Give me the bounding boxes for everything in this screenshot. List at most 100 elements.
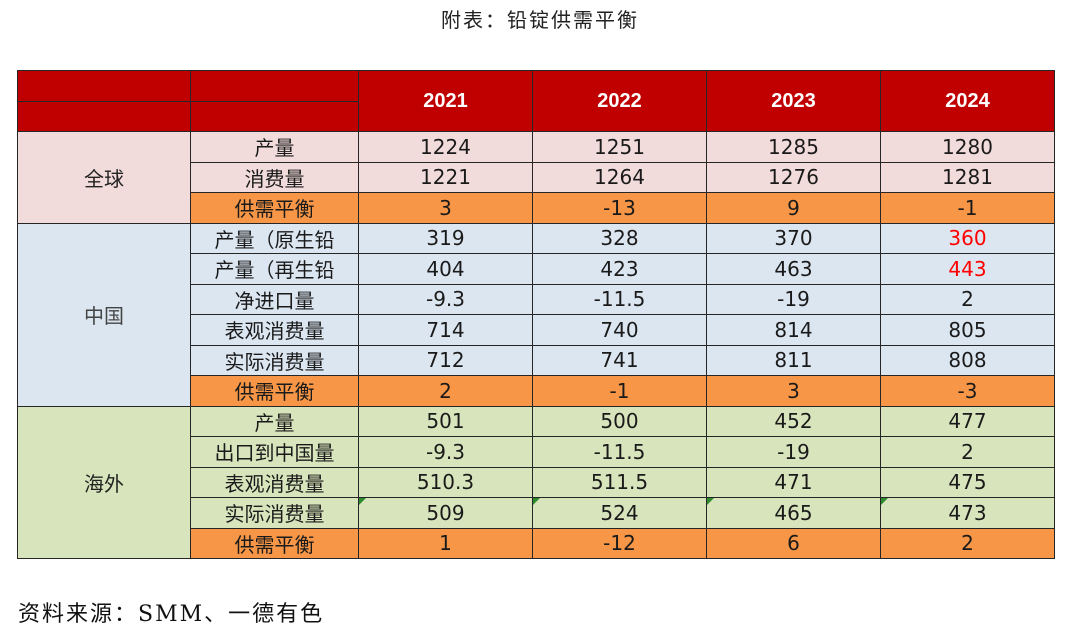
value-cell: 477 [880,405,1055,437]
value-cell: 2 [880,283,1055,315]
value-cell: 2 [880,436,1055,468]
header-blank-cell [190,70,359,102]
value-cell: 811 [706,344,881,376]
value-cell: 1285 [706,131,881,163]
value-cell: -1 [532,375,707,407]
row-label: 产量（原生铅 [190,222,359,254]
balance-row: 供需平衡 2 -1 3 -3 [18,375,1055,407]
row-label: 供需平衡 [190,375,359,407]
value-text: 465 [774,500,813,525]
value-cell: 501 [358,405,533,437]
highlighted-value-cell: 360 [880,222,1055,254]
table-row: 净进口量 -9.3 -11.5 -19 2 [17,283,1055,315]
value-cell: -19 [706,283,881,315]
cell-comment-marker [881,498,888,505]
value-cell: 370 [706,222,881,254]
value-cell: -9.3 [358,436,533,468]
supply-demand-table: 2021 2022 2023 2024 全球 产量 1224 1251 1285… [17,70,1055,559]
value-cell: 423 [532,253,707,285]
row-label: 实际消费量 [190,497,359,529]
table-row: 海外 产量 501 500 452 477 [17,405,1055,559]
year-header: 2023 [706,70,881,132]
value-cell: 471 [706,466,881,498]
region-label-overseas: 海外 [17,405,191,559]
table-row: 全球 产量 1224 1251 1285 1280 [17,131,1055,224]
value-cell: 805 [880,314,1055,346]
row-label: 产量 [190,131,359,163]
value-cell: 3 [358,192,533,224]
value-cell: 1221 [358,161,533,193]
value-cell: 712 [358,344,533,376]
value-cell: 1276 [706,161,881,193]
source-note: 资料来源：SMM、一德有色 [18,602,325,627]
value-cell: 1251 [532,131,707,163]
value-cell: -11.5 [532,283,707,315]
value-cell: -13 [532,192,707,224]
value-text: 524 [600,500,639,525]
value-cell: 511.5 [532,466,707,498]
highlighted-value-cell: 443 [880,253,1055,285]
value-cell: 1264 [532,161,707,193]
value-text: 509 [426,500,465,525]
row-label: 表观消费量 [190,314,359,346]
page-title: 附表：铅锭供需平衡 [441,8,639,32]
balance-row: 供需平衡 3 -13 9 -1 [18,192,1055,224]
value-cell: 509 [358,497,533,529]
cell-comment-marker [707,498,714,505]
year-header: 2021 [358,70,533,132]
value-cell: -9.3 [358,283,533,315]
value-text: 473 [948,500,987,525]
cell-comment-marker [533,498,540,505]
row-label: 表观消费量 [190,466,359,498]
value-cell: -11.5 [532,436,707,468]
value-cell: 473 [880,497,1055,529]
value-cell: 741 [532,344,707,376]
value-cell: 500 [532,405,707,437]
value-cell: 328 [532,222,707,254]
row-label: 出口到中国量 [190,436,359,468]
header-blank-cell [17,100,191,132]
value-cell: 1224 [358,131,533,163]
value-cell: -3 [880,375,1055,407]
value-cell: 465 [706,497,881,529]
value-cell: 808 [880,344,1055,376]
region-label-global: 全球 [17,131,191,224]
value-cell: 714 [358,314,533,346]
table-row: 表观消费量 510.3 511.5 471 475 [17,466,1055,498]
value-cell: 740 [532,314,707,346]
table-row: 产量（再生铅 404 423 463 443 [17,253,1055,285]
row-label: 产量 [190,405,359,437]
balance-row: 供需平衡 1 -12 6 2 [18,527,1055,559]
value-cell: 475 [880,466,1055,498]
header-blank-cell [17,70,191,102]
region-label-china: 中国 [17,222,191,407]
value-cell: 1 [358,527,533,559]
table-row: 中国 产量（原生铅 319 328 370 360 [17,222,1055,407]
value-cell: -19 [706,436,881,468]
table-row: 实际消费量 509 524 465 473 [17,497,1055,529]
value-cell: 319 [358,222,533,254]
row-label: 实际消费量 [190,344,359,376]
value-cell: 452 [706,405,881,437]
table-row: 实际消费量 712 741 811 808 [17,344,1055,376]
row-label: 净进口量 [190,283,359,315]
table-row: 出口到中国量 -9.3 -11.5 -19 2 [17,436,1055,468]
value-cell: 6 [706,527,881,559]
value-cell: 2 [358,375,533,407]
header-blank-cell [190,100,359,132]
value-cell: 1281 [880,161,1055,193]
value-cell: 510.3 [358,466,533,498]
value-cell: -1 [880,192,1055,224]
value-cell: 463 [706,253,881,285]
row-label: 供需平衡 [190,192,359,224]
value-cell: 9 [706,192,881,224]
value-cell: -12 [532,527,707,559]
value-cell: 404 [358,253,533,285]
cell-comment-marker [359,498,366,505]
row-label: 消费量 [190,161,359,193]
value-cell: 3 [706,375,881,407]
year-header: 2022 [532,70,707,132]
value-cell: 524 [532,497,707,529]
row-label: 供需平衡 [190,527,359,559]
value-cell: 814 [706,314,881,346]
